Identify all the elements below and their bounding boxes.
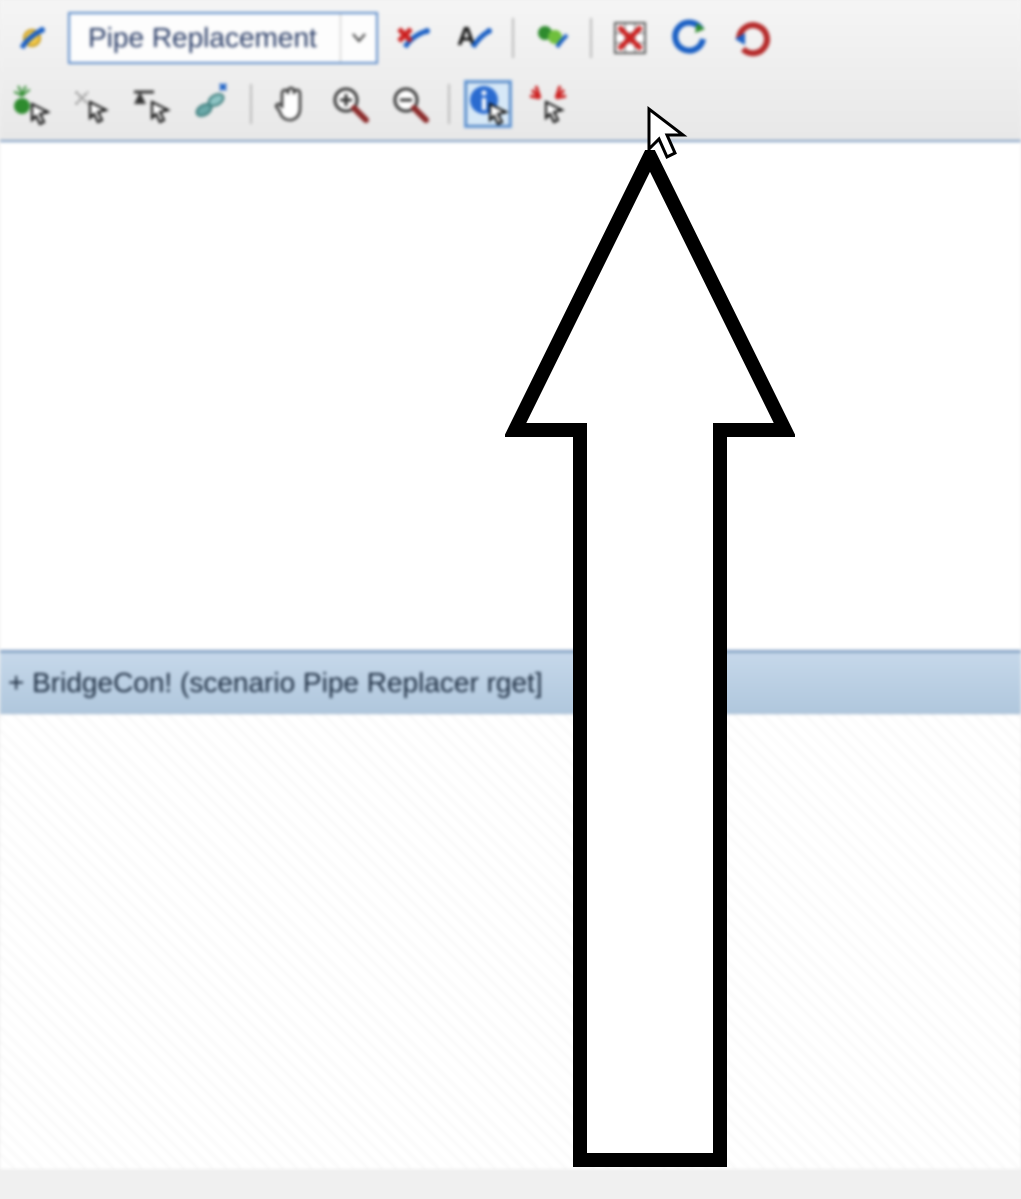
pan-hand-icon bbox=[268, 82, 312, 126]
toolbar-separator bbox=[512, 18, 514, 58]
zoom-in-button[interactable] bbox=[326, 80, 374, 128]
select-region-button[interactable] bbox=[128, 80, 176, 128]
grid-delete-button[interactable] bbox=[606, 14, 654, 62]
rename-scenario-icon: A bbox=[453, 17, 495, 59]
toolbar-separator bbox=[590, 18, 592, 58]
status-bar: + BridgeCon! (scenario Pipe Replacer rge… bbox=[0, 652, 1021, 714]
dropdown-arrow-button[interactable] bbox=[340, 14, 376, 62]
rename-scenario-button[interactable]: A bbox=[450, 14, 498, 62]
scenario-settings-icon bbox=[12, 18, 52, 58]
link-tool-button[interactable] bbox=[188, 80, 236, 128]
refresh-button[interactable] bbox=[666, 14, 714, 62]
info-tool-button[interactable] bbox=[464, 80, 512, 128]
canvas-area[interactable] bbox=[0, 142, 1021, 652]
measure-tool-icon bbox=[526, 82, 570, 126]
zoom-out-button[interactable] bbox=[386, 80, 434, 128]
delete-scenario-button[interactable] bbox=[390, 14, 438, 62]
hatched-area bbox=[0, 714, 1021, 1169]
scenario-dropdown[interactable]: Pipe Replacement bbox=[68, 12, 378, 64]
status-bar-text: + BridgeCon! (scenario Pipe Replacer rge… bbox=[8, 667, 543, 698]
chevron-down-icon bbox=[352, 33, 366, 43]
link-tool-icon bbox=[190, 82, 234, 126]
toolbar-row-1: Pipe Replacement A bbox=[4, 6, 1017, 70]
select-node-button[interactable] bbox=[8, 80, 56, 128]
toolbar-separator bbox=[448, 84, 450, 124]
toolbar-separator bbox=[250, 84, 252, 124]
grid-delete-icon bbox=[609, 17, 651, 59]
copy-scenario-button[interactable] bbox=[528, 14, 576, 62]
undo-icon bbox=[729, 17, 771, 59]
zoom-in-icon bbox=[328, 82, 372, 126]
measure-tool-button[interactable] bbox=[524, 80, 572, 128]
refresh-icon bbox=[669, 17, 711, 59]
scenario-settings-button[interactable] bbox=[8, 14, 56, 62]
undo-button[interactable] bbox=[726, 14, 774, 62]
info-tool-icon bbox=[466, 82, 510, 126]
copy-scenario-icon bbox=[531, 17, 573, 59]
select-element-icon bbox=[70, 82, 114, 126]
toolbar-row-2 bbox=[4, 70, 1017, 134]
select-region-icon bbox=[130, 82, 174, 126]
delete-scenario-icon bbox=[393, 17, 435, 59]
pan-button[interactable] bbox=[266, 80, 314, 128]
select-node-icon bbox=[10, 82, 54, 126]
toolbar: Pipe Replacement A bbox=[0, 0, 1021, 142]
scenario-selected-label: Pipe Replacement bbox=[70, 22, 340, 54]
select-element-button[interactable] bbox=[68, 80, 116, 128]
zoom-out-icon bbox=[388, 82, 432, 126]
